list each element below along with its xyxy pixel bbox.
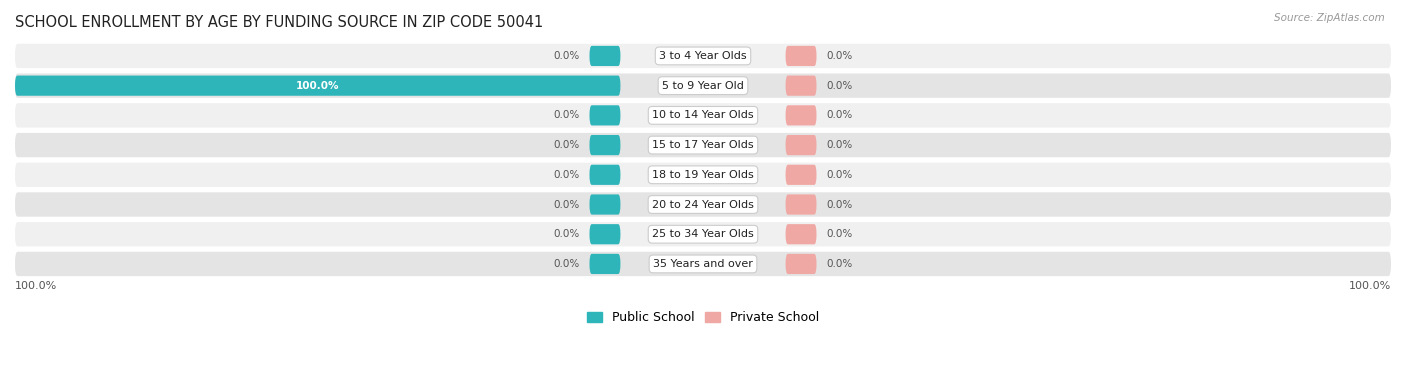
- Text: SCHOOL ENROLLMENT BY AGE BY FUNDING SOURCE IN ZIP CODE 50041: SCHOOL ENROLLMENT BY AGE BY FUNDING SOUR…: [15, 15, 543, 30]
- Text: 0.0%: 0.0%: [827, 170, 853, 180]
- Text: 0.0%: 0.0%: [553, 51, 579, 61]
- FancyBboxPatch shape: [589, 224, 620, 244]
- FancyBboxPatch shape: [589, 254, 620, 274]
- FancyBboxPatch shape: [786, 75, 817, 96]
- FancyBboxPatch shape: [15, 75, 620, 96]
- Text: 0.0%: 0.0%: [827, 51, 853, 61]
- Legend: Public School, Private School: Public School, Private School: [582, 306, 824, 329]
- Text: 0.0%: 0.0%: [827, 259, 853, 269]
- Text: 35 Years and over: 35 Years and over: [652, 259, 754, 269]
- FancyBboxPatch shape: [15, 44, 1391, 68]
- Text: 0.0%: 0.0%: [553, 259, 579, 269]
- FancyBboxPatch shape: [786, 165, 817, 185]
- FancyBboxPatch shape: [15, 103, 1391, 127]
- Text: 100.0%: 100.0%: [297, 81, 339, 90]
- Text: 18 to 19 Year Olds: 18 to 19 Year Olds: [652, 170, 754, 180]
- FancyBboxPatch shape: [15, 133, 1391, 157]
- FancyBboxPatch shape: [786, 105, 817, 126]
- Text: 0.0%: 0.0%: [827, 229, 853, 239]
- Text: 20 to 24 Year Olds: 20 to 24 Year Olds: [652, 199, 754, 210]
- FancyBboxPatch shape: [786, 254, 817, 274]
- Text: 15 to 17 Year Olds: 15 to 17 Year Olds: [652, 140, 754, 150]
- FancyBboxPatch shape: [15, 74, 1391, 98]
- Text: 100.0%: 100.0%: [15, 281, 58, 291]
- FancyBboxPatch shape: [15, 222, 1391, 247]
- FancyBboxPatch shape: [786, 224, 817, 244]
- FancyBboxPatch shape: [589, 46, 620, 66]
- Text: 3 to 4 Year Olds: 3 to 4 Year Olds: [659, 51, 747, 61]
- Text: 0.0%: 0.0%: [553, 140, 579, 150]
- Text: 0.0%: 0.0%: [827, 110, 853, 120]
- FancyBboxPatch shape: [589, 135, 620, 155]
- FancyBboxPatch shape: [589, 195, 620, 215]
- Text: 10 to 14 Year Olds: 10 to 14 Year Olds: [652, 110, 754, 120]
- FancyBboxPatch shape: [786, 195, 817, 215]
- FancyBboxPatch shape: [786, 135, 817, 155]
- Text: 0.0%: 0.0%: [553, 170, 579, 180]
- Text: 0.0%: 0.0%: [827, 81, 853, 90]
- FancyBboxPatch shape: [15, 162, 1391, 187]
- FancyBboxPatch shape: [589, 105, 620, 126]
- FancyBboxPatch shape: [15, 252, 1391, 276]
- Text: 0.0%: 0.0%: [827, 140, 853, 150]
- Text: 5 to 9 Year Old: 5 to 9 Year Old: [662, 81, 744, 90]
- FancyBboxPatch shape: [589, 165, 620, 185]
- Text: 0.0%: 0.0%: [553, 110, 579, 120]
- Text: Source: ZipAtlas.com: Source: ZipAtlas.com: [1274, 13, 1385, 23]
- Text: 0.0%: 0.0%: [553, 199, 579, 210]
- Text: 100.0%: 100.0%: [1348, 281, 1391, 291]
- Text: 0.0%: 0.0%: [553, 229, 579, 239]
- Text: 25 to 34 Year Olds: 25 to 34 Year Olds: [652, 229, 754, 239]
- FancyBboxPatch shape: [786, 46, 817, 66]
- FancyBboxPatch shape: [15, 192, 1391, 217]
- Text: 0.0%: 0.0%: [827, 199, 853, 210]
